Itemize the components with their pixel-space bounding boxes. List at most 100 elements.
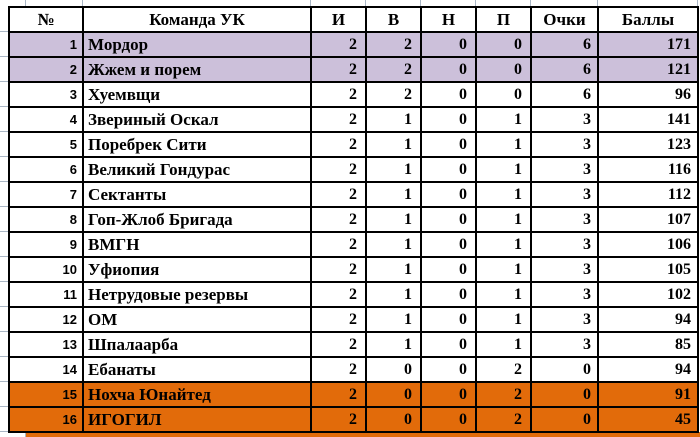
cell-score[interactable]: 116 [597,156,699,183]
cell-draws[interactable]: 0 [420,381,477,408]
cell-wins[interactable]: 1 [365,106,422,133]
cell-draws[interactable]: 0 [420,156,477,183]
cell-losses[interactable]: 1 [475,281,532,308]
cell-score[interactable]: 105 [597,256,699,283]
cell-wins[interactable]: 1 [365,131,422,158]
cell-played[interactable]: 2 [310,81,367,108]
cell-points[interactable]: 3 [530,106,599,133]
cell-num[interactable]: 9 [8,231,84,258]
cell-points[interactable]: 0 [530,406,599,433]
cell-played[interactable]: 2 [310,256,367,283]
cell-team[interactable]: Гоп-Жлоб Бригада [82,206,312,233]
cell-losses[interactable]: 1 [475,106,532,133]
cell-points[interactable]: 3 [530,306,599,333]
cell-points[interactable]: 3 [530,331,599,358]
cell-num[interactable]: 4 [8,106,84,133]
cell-losses[interactable]: 0 [475,56,532,83]
cell-losses[interactable]: 1 [475,231,532,258]
cell-num[interactable]: 13 [8,331,84,358]
cell-team[interactable]: Шпалаарба [82,331,312,358]
cell-wins[interactable]: 1 [365,181,422,208]
cell-points[interactable]: 3 [530,231,599,258]
cell-points[interactable]: 3 [530,131,599,158]
column-header-draws[interactable]: Н [420,6,477,33]
cell-losses[interactable]: 0 [475,81,532,108]
cell-draws[interactable]: 0 [420,356,477,383]
cell-points[interactable]: 0 [530,356,599,383]
cell-num[interactable]: 2 [8,56,84,83]
cell-wins[interactable]: 0 [365,381,422,408]
cell-draws[interactable]: 0 [420,406,477,433]
cell-wins[interactable]: 1 [365,156,422,183]
column-header-played[interactable]: И [310,6,367,33]
cell-played[interactable]: 2 [310,356,367,383]
column-header-score[interactable]: Баллы [597,6,699,33]
cell-num[interactable]: 8 [8,206,84,233]
cell-points[interactable]: 6 [530,31,599,58]
cell-played[interactable]: 2 [310,331,367,358]
cell-num[interactable]: 3 [8,81,84,108]
cell-wins[interactable]: 1 [365,256,422,283]
cell-num[interactable]: 7 [8,181,84,208]
cell-num[interactable]: 16 [8,406,84,433]
cell-played[interactable]: 2 [310,131,367,158]
cell-losses[interactable]: 2 [475,406,532,433]
cell-losses[interactable]: 2 [475,381,532,408]
cell-team[interactable]: Мордор [82,31,312,58]
cell-losses[interactable]: 1 [475,331,532,358]
cell-score[interactable]: 102 [597,281,699,308]
cell-losses[interactable]: 1 [475,256,532,283]
cell-losses[interactable]: 2 [475,356,532,383]
cell-team[interactable]: Сектанты [82,181,312,208]
cell-played[interactable]: 2 [310,281,367,308]
cell-score[interactable]: 94 [597,306,699,333]
cell-team[interactable]: Ебанаты [82,356,312,383]
cell-team[interactable]: Уфиопия [82,256,312,283]
cell-wins[interactable]: 2 [365,56,422,83]
cell-points[interactable]: 6 [530,56,599,83]
cell-wins[interactable]: 1 [365,331,422,358]
cell-draws[interactable]: 0 [420,256,477,283]
cell-played[interactable]: 2 [310,231,367,258]
cell-score[interactable]: 121 [597,56,699,83]
cell-num[interactable]: 6 [8,156,84,183]
cell-team[interactable]: Жжем и порем [82,56,312,83]
cell-score[interactable]: 45 [597,406,699,433]
cell-played[interactable]: 2 [310,381,367,408]
cell-points[interactable]: 0 [530,381,599,408]
cell-losses[interactable]: 1 [475,181,532,208]
cell-score[interactable]: 85 [597,331,699,358]
cell-team[interactable]: ИГОГИЛ [82,406,312,433]
cell-played[interactable]: 2 [310,206,367,233]
cell-losses[interactable]: 0 [475,31,532,58]
cell-team[interactable]: Нетрудовые резервы [82,281,312,308]
cell-points[interactable]: 3 [530,281,599,308]
cell-draws[interactable]: 0 [420,81,477,108]
cell-draws[interactable]: 0 [420,206,477,233]
cell-points[interactable]: 3 [530,156,599,183]
cell-score[interactable]: 112 [597,181,699,208]
cell-team[interactable]: ОМ [82,306,312,333]
cell-points[interactable]: 3 [530,256,599,283]
cell-score[interactable]: 94 [597,356,699,383]
cell-wins[interactable]: 1 [365,206,422,233]
cell-wins[interactable]: 0 [365,356,422,383]
cell-draws[interactable]: 0 [420,31,477,58]
cell-points[interactable]: 3 [530,206,599,233]
cell-draws[interactable]: 0 [420,281,477,308]
cell-losses[interactable]: 1 [475,306,532,333]
cell-score[interactable]: 96 [597,81,699,108]
cell-score[interactable]: 106 [597,231,699,258]
cell-played[interactable]: 2 [310,31,367,58]
cell-played[interactable]: 2 [310,406,367,433]
cell-points[interactable]: 3 [530,181,599,208]
cell-draws[interactable]: 0 [420,306,477,333]
cell-team[interactable]: Великий Гондурас [82,156,312,183]
cell-num[interactable]: 1 [8,31,84,58]
column-header-wins[interactable]: В [365,6,422,33]
cell-team[interactable]: Нохча Юнайтед [82,381,312,408]
cell-losses[interactable]: 1 [475,206,532,233]
cell-team[interactable]: Хуемвщи [82,81,312,108]
cell-score[interactable]: 141 [597,106,699,133]
cell-score[interactable]: 123 [597,131,699,158]
